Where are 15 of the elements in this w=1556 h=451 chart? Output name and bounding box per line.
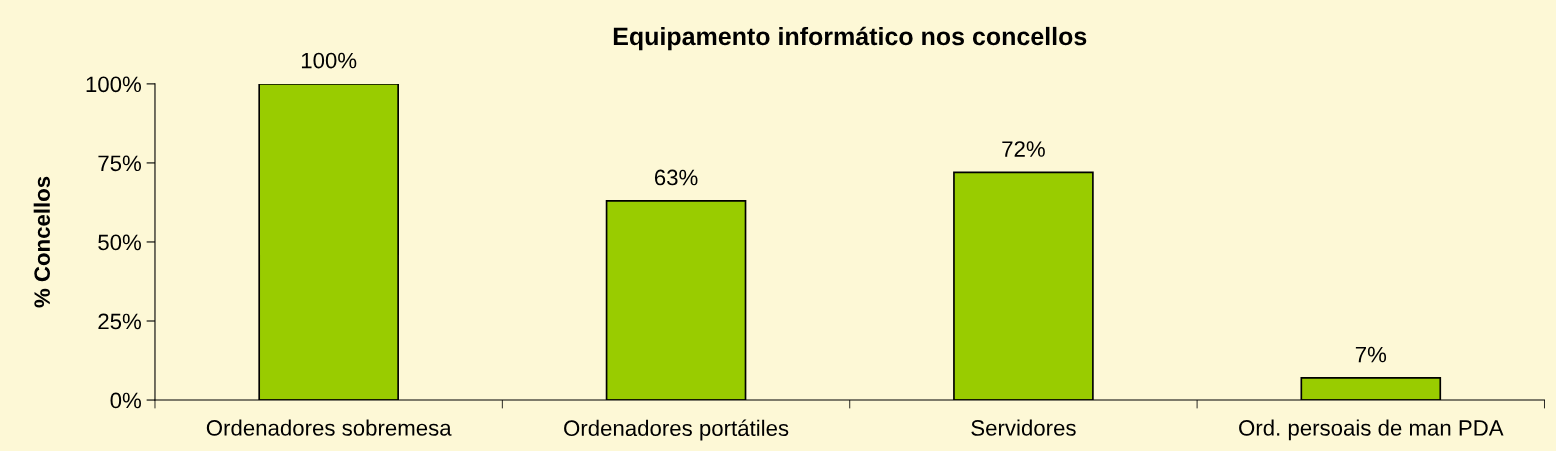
data-label: 100%	[301, 52, 357, 69]
x-tick-label: Ordenadores portátiles	[564, 419, 789, 441]
y-axis-title: % Concellos	[33, 176, 50, 308]
y-tick-label: 0%	[110, 392, 141, 409]
y-tick-label: 50%	[98, 234, 141, 251]
y-tick-label: 25%	[98, 313, 141, 330]
data-label: 7%	[1355, 346, 1387, 363]
data-label: 72%	[1002, 141, 1045, 157]
x-tick-label: Servidores	[971, 419, 1076, 436]
y-tick-label: 75%	[98, 155, 141, 172]
data-label: 63%	[654, 169, 698, 186]
y-tick-label: 100%	[86, 76, 141, 93]
x-tick-label: Ordenadores sobremesa	[206, 419, 452, 436]
chart-title: Equipamento informático nos concellos	[613, 26, 1087, 51]
x-tick-label: Ord. persoais de man PDA	[1239, 419, 1504, 441]
